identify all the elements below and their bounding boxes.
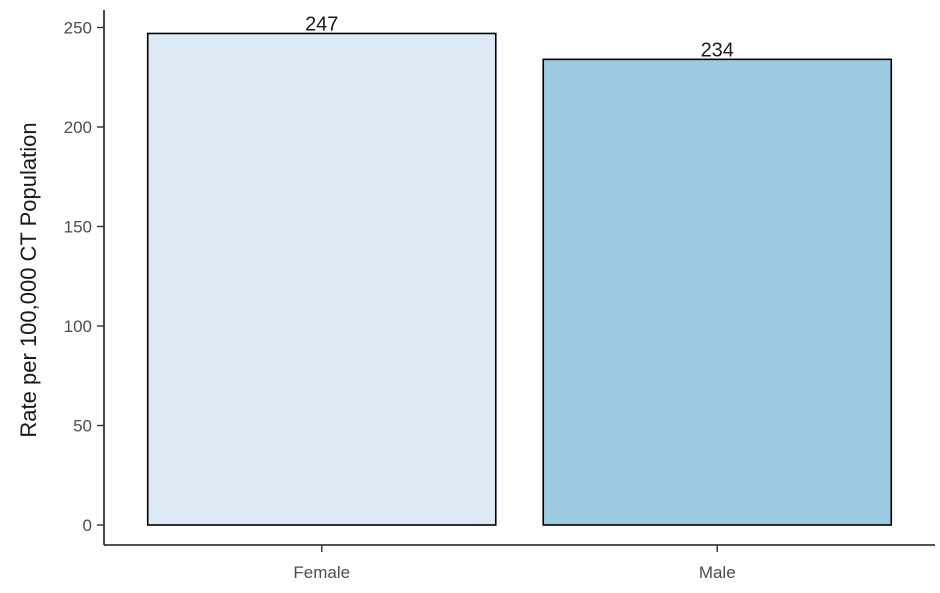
x-tick-label: Female — [293, 563, 350, 582]
y-tick-label: 250 — [64, 19, 92, 38]
y-tick-label: 150 — [64, 218, 92, 237]
y-tick-label: 50 — [73, 417, 92, 436]
y-tick-label: 200 — [64, 118, 92, 137]
bar-female — [146, 32, 497, 526]
y-tick-label: 0 — [83, 516, 92, 535]
value-label: 247 — [305, 13, 338, 35]
bar-male — [542, 58, 893, 526]
plot-area: 0 50 100 150 200 250 247 Female 234 Male — [64, 10, 935, 582]
value-label: 234 — [701, 39, 734, 61]
y-axis-title: Rate per 100,000 CT Population — [16, 122, 41, 437]
x-tick-label: Male — [699, 563, 736, 582]
y-tick-label: 100 — [64, 317, 92, 336]
